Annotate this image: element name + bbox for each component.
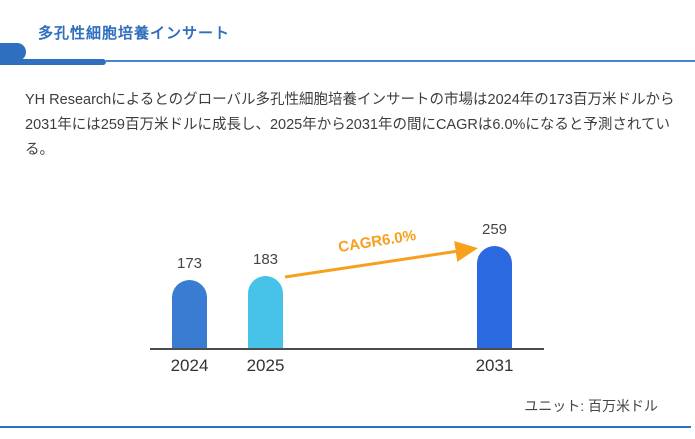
title-underline-thin xyxy=(106,60,695,62)
page-title: 多孔性細胞培養インサート xyxy=(38,25,231,42)
bar-value-label: 183 xyxy=(252,251,279,268)
unit-label: ユニット: 百万米ドル xyxy=(524,398,658,414)
x-tick-label: 2024 xyxy=(170,356,209,375)
cagr-arrow xyxy=(284,241,478,279)
chart-bar xyxy=(172,280,207,348)
market-summary-text: YH Researchによるとのグローバル多孔性細胞培養インサートの市場は202… xyxy=(25,92,675,158)
title-tab-shape xyxy=(0,43,26,61)
x-tick-label: 2031 xyxy=(475,356,514,375)
chart-bar xyxy=(477,246,512,348)
x-tick-label: 2025 xyxy=(246,356,285,375)
bottom-divider xyxy=(0,426,691,428)
x-axis-line xyxy=(150,348,544,350)
chart-bar xyxy=(248,276,283,348)
title-underline-thick xyxy=(0,59,106,65)
bar-value-label: 259 xyxy=(481,221,508,238)
bar-value-label: 173 xyxy=(176,255,203,272)
